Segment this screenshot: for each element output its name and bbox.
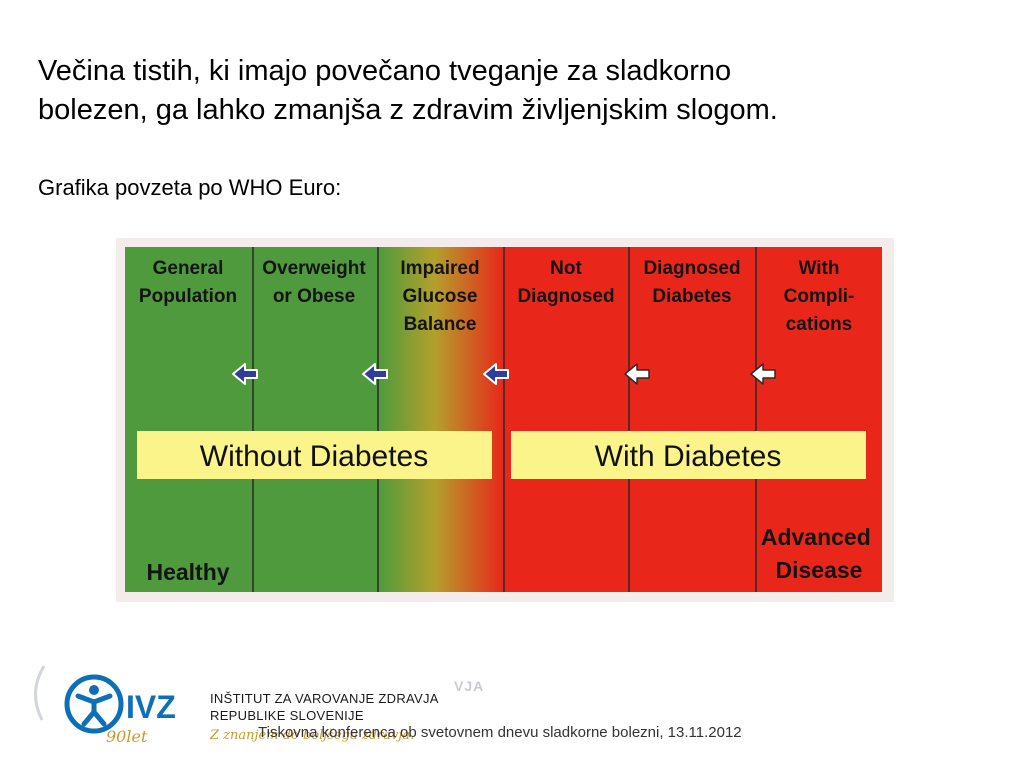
stage-column-diagnosed bbox=[629, 247, 756, 592]
band-without-diabetes bbox=[137, 431, 492, 479]
background-ghost-text: VJA bbox=[454, 678, 485, 694]
diabetes-stages-diagram: General Population Overweight or Obese Imp… bbox=[116, 238, 894, 602]
heading-line-2: bolezen, ga lahko zmanjša z zdravim živl… bbox=[38, 94, 778, 126]
end-label-line: Disease bbox=[776, 557, 863, 583]
stage-label-line: Impaired bbox=[400, 258, 479, 279]
stage-label-line: With bbox=[799, 258, 840, 279]
slide-heading: Večina tistih, ki imajo povečano tveganj… bbox=[38, 52, 998, 130]
end-label-advanced-disease: Advanced Disease bbox=[761, 524, 877, 583]
end-label-line: Advanced bbox=[761, 524, 871, 550]
column-dividers bbox=[252, 247, 757, 592]
heading-line-1: Večina tistih, ki imajo povečano tveganj… bbox=[38, 55, 732, 87]
stage-labels: General Population Overweight or Obese Imp… bbox=[139, 258, 854, 335]
organization-tagline: Z znanjem do boljšega zdravja. bbox=[210, 728, 415, 743]
org-name-line-1: INŠTITUT ZA VAROVANJE ZDRAVJA bbox=[210, 691, 439, 706]
stage-label-general-population: General Population bbox=[139, 258, 237, 307]
stage-label-line: or Obese bbox=[273, 286, 355, 307]
stage-label-line: Compli- bbox=[784, 286, 855, 307]
end-label-healthy: Healthy bbox=[146, 559, 229, 585]
stage-label-diagnosed: Diagnosed Diabetes bbox=[643, 258, 740, 307]
org-name-line-2: REPUBLIKE SLOVENIJE bbox=[210, 708, 364, 723]
ivz-logo-text: IVZ bbox=[126, 689, 176, 725]
stage-label-line: Balance bbox=[404, 314, 477, 335]
ivz-circle-icon bbox=[64, 674, 124, 734]
arrow-left-icon bbox=[624, 363, 650, 385]
band-label-with-diabetes: With Diabetes bbox=[595, 440, 782, 473]
arrow-left-icon bbox=[232, 363, 258, 385]
ivz-logo: IVZ 90let bbox=[34, 665, 176, 746]
progression-arrows bbox=[232, 363, 776, 385]
stage-label-not-diagnosed: Not Diagnosed bbox=[517, 258, 614, 307]
stage-label-line: Diabetes bbox=[652, 286, 731, 307]
stage-label-line: Glucose bbox=[403, 286, 478, 307]
person-head-icon bbox=[89, 685, 99, 695]
stage-label-complications: With Compli-cations bbox=[784, 258, 855, 335]
stage-label-line: Not bbox=[550, 258, 582, 279]
source-note: Grafika povzeta po WHO Euro: bbox=[38, 175, 342, 200]
stage-label-line: Overweight bbox=[262, 258, 366, 279]
stage-label-line: Diagnosed bbox=[517, 286, 614, 307]
stage-label-overweight: Overweight or Obese bbox=[262, 258, 366, 307]
organization-name: INŠTITUT ZA VAROVANJE ZDRAVJA REPUBLIKE … bbox=[210, 690, 439, 724]
stage-column-not-diagnosed bbox=[504, 247, 629, 592]
stage-label-line: Diagnosed bbox=[643, 258, 740, 279]
person-body-icon bbox=[75, 693, 113, 727]
stage-column-impaired-glucose bbox=[378, 247, 504, 592]
stage-column-complications bbox=[756, 247, 882, 592]
conference-footer-text: Tiskovna konferenca ob svetovnem dnevu s… bbox=[258, 724, 742, 741]
stage-label-line: General bbox=[153, 258, 224, 279]
stage-column-general-population bbox=[125, 247, 253, 592]
stage-column-overweight bbox=[253, 247, 378, 592]
footer-logo: IVZ 90let bbox=[26, 660, 506, 760]
band-with-diabetes bbox=[511, 431, 866, 479]
anniversary-text: 90let bbox=[106, 727, 148, 746]
stage-label-line: cations bbox=[786, 314, 853, 335]
band-label-without-diabetes: Without Diabetes bbox=[200, 440, 428, 473]
decorative-arc bbox=[34, 665, 46, 721]
arrow-left-icon bbox=[750, 363, 776, 385]
stage-label-impaired-glucose: Impaired Glucose Balance bbox=[400, 258, 479, 335]
arrow-left-icon bbox=[483, 363, 509, 385]
arrow-left-icon bbox=[362, 363, 388, 385]
stage-label-line: Population bbox=[139, 286, 237, 307]
